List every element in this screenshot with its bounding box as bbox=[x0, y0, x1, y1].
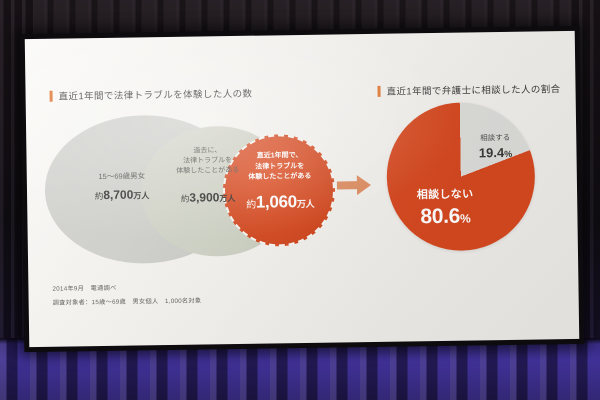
arrow-right-icon bbox=[336, 174, 373, 196]
pie-slice-orange-caption: 相談しない bbox=[416, 188, 474, 202]
footnote-source: 2014年9月 電通調べ bbox=[52, 284, 117, 293]
venn-inner-value: 約1,060万人 bbox=[225, 190, 335, 213]
venn-inner-caption: 直近1年間で、 法律トラブルを 体験したことがある bbox=[224, 151, 334, 184]
venn-middle-number: 3,900 bbox=[189, 190, 220, 206]
nested-venn-diagram: 15〜69歳男女 約8,700万人 過去に、 法律トラブルを 体験したことがある… bbox=[36, 106, 358, 266]
pie-slice-orange-unit: % bbox=[460, 211, 471, 226]
presentation-slide: 直近1年間で法律トラブルを体験した人の数 直近1年間で弁護士に相談した人の割合 … bbox=[24, 30, 580, 348]
left-heading-text: 直近1年間で法律トラブルを体験した人の数 bbox=[58, 88, 253, 103]
pie-slice-label-soudan-shinai: 相談しない 80.6% bbox=[399, 188, 492, 230]
venn-outer-number: 8,700 bbox=[103, 187, 134, 202]
venn-inner-label: 直近1年間で、 法律トラブルを 体験したことがある 約1,060万人 bbox=[224, 151, 335, 214]
footnote: 2014年9月 電通調べ 調査対象者：15歳〜69歳 男女個人 1,000名対象 bbox=[52, 282, 201, 312]
pie-slice-orange-number: 80.6 bbox=[420, 204, 461, 229]
pie-slice-gray-number: 19.4 bbox=[478, 144, 505, 161]
pie-slice-label-soudan-suru: 相談する 19.4% bbox=[464, 133, 526, 162]
projection-screen-frame: 直近1年間で法律トラブルを体験した人の数 直近1年間で弁護士に相談した人の割合 … bbox=[19, 25, 585, 353]
pie-slice-gray-value: 19.4% bbox=[464, 145, 526, 162]
right-panel-heading: 直近1年間で弁護士に相談した人の割合 bbox=[377, 81, 561, 98]
footnote-sample: 調査対象者：15歳〜69歳 男女個人 1,000名対象 bbox=[52, 297, 202, 307]
heading-marker-icon bbox=[49, 90, 53, 102]
venn-inner-number: 1,060 bbox=[255, 191, 297, 212]
left-panel-heading: 直近1年間で法律トラブルを体験した人の数 bbox=[49, 86, 252, 103]
pie-slice-gray-unit: % bbox=[504, 148, 513, 159]
right-heading-text: 直近1年間で弁護士に相談した人の割合 bbox=[386, 84, 561, 98]
pie-slice-gray-caption: 相談する bbox=[480, 132, 511, 143]
heading-marker-icon bbox=[377, 85, 381, 97]
venn-inner-prefix: 約 bbox=[246, 199, 256, 211]
arrow-shaft bbox=[336, 181, 360, 190]
arrow-head bbox=[356, 174, 372, 196]
venn-inner-unit: 万人 bbox=[296, 198, 315, 209]
venn-inner-caption-line3: 体験したことがある bbox=[248, 172, 312, 181]
pie-slice-orange-value: 80.6% bbox=[399, 203, 491, 230]
pie-chart: 相談する 19.4% 相談しない 80.6% bbox=[385, 101, 553, 268]
